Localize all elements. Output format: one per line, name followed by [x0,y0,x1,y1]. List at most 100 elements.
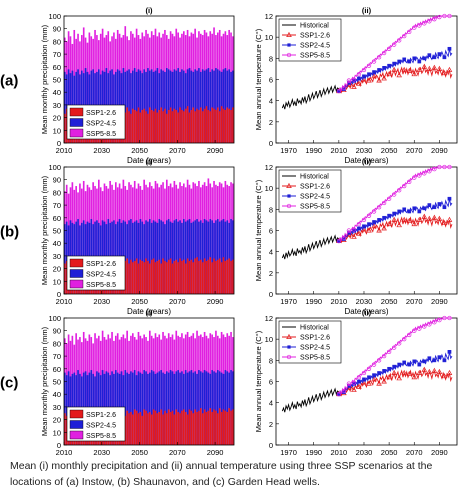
marker-square [357,379,361,384]
marker-circle [442,164,447,170]
legend-label: SSP1-2.6 [86,261,116,268]
y-tick-label: 12 [265,12,273,21]
bar-ssp2-4.5 [224,370,227,445]
bar-ssp1-2.6 [162,414,164,445]
marker-circle [381,353,387,359]
x-tick-label: 2030 [356,448,373,457]
bar-ssp1-2.6 [220,106,223,143]
marker-circle [437,14,442,20]
marker-circle [412,25,417,30]
panel-title: (ii) [362,6,372,15]
bar-ssp2-4.5 [192,221,195,294]
bar-ssp1-2.6 [130,113,132,143]
legend-swatch [69,430,84,440]
marker-square [377,68,381,72]
row-label: (b) [0,224,19,241]
y-tick-label: 10 [265,335,273,344]
bar-ssp1-2.6 [152,111,155,143]
bar-ssp2-4.5 [205,220,208,294]
y-tick-label: 0 [57,441,61,450]
bar-ssp1-2.6 [147,413,149,445]
bar-ssp1-2.6 [194,258,196,294]
marker-circle [442,13,447,19]
marker-square [427,53,432,58]
y-tick-label: 30 [53,252,61,261]
marker-circle [336,392,341,397]
marker-square [417,362,422,367]
legend-label: Historical [300,23,329,30]
bar-ssp1-2.6 [139,411,142,445]
bar-ssp1-2.6 [186,414,189,445]
bar-ssp1-2.6 [196,257,198,294]
legend-label: SSP2-4.5 [300,43,330,50]
bar-ssp1-2.6 [179,258,181,294]
y-tick-label: 0 [269,290,273,299]
line-historical [281,234,340,260]
line-historical [281,84,340,110]
legend-label: Historical [300,174,329,181]
marker-circle [336,88,341,94]
bar-ssp1-2.6 [211,411,213,445]
marker-square [437,52,442,56]
temp-panel-0: 0 2 4 6 8 10 12 1970 1990 2010 2030 2050 2070 2090 Dat… [254,6,458,165]
marker-circle [392,42,397,47]
bar-ssp2-4.5 [152,220,155,294]
bar-ssp2-4.5 [215,68,217,143]
bar-ssp2-4.5 [184,221,187,294]
marker-square [432,205,437,210]
bar-ssp2-4.5 [139,70,142,143]
marker-square [362,224,366,229]
y-tick-label: 8 [269,205,273,214]
marker-triangle [381,378,387,384]
bar-ssp2-4.5 [169,370,172,445]
bar-ssp1-2.6 [166,113,168,143]
bar-ssp1-2.6 [156,112,159,143]
legend-label: SSP1-2.6 [300,335,330,342]
bar-ssp2-4.5 [173,69,176,143]
bar-ssp1-2.6 [126,258,128,294]
panel-title: (i) [145,157,153,166]
bar-ssp2-4.5 [181,69,183,143]
bar-ssp1-2.6 [150,414,153,445]
marker-square [417,209,422,214]
bar-ssp2-4.5 [154,373,157,445]
bar-ssp1-2.6 [181,260,183,294]
x-tick-label: 2070 [169,448,186,457]
marker-circle [437,317,442,323]
bar-ssp2-4.5 [149,372,151,445]
legend-box [278,320,342,364]
bar-ssp1-2.6 [183,409,185,445]
bar-ssp2-4.5 [145,220,147,294]
bar-ssp1-2.6 [143,108,145,143]
bar-ssp1-2.6 [188,112,191,143]
marker-triangle [431,367,438,373]
bar-ssp1-2.6 [207,109,210,143]
bar-ssp2-4.5 [173,220,176,294]
y-axis-label: Mean annual temperature (C°) [254,330,263,432]
marker-circle [376,205,382,210]
line-ssp2-4.5 [338,198,453,242]
y-tick-label: 70 [53,201,61,210]
bar-ssp2-4.5 [141,73,144,143]
bar-ssp2-4.5 [194,69,196,143]
bar-ssp2-4.5 [137,222,140,294]
bar-ssp1-2.6 [133,109,136,143]
bar-ssp1-2.6 [171,410,174,445]
marker-triangle [411,374,418,380]
y-tick-label: 50 [53,227,61,236]
y-tick-label: 60 [53,63,61,72]
bar-ssp2-4.5 [64,224,66,294]
bar-ssp2-4.5 [126,70,128,143]
marker-triangle [416,369,423,375]
marker-triangle [386,71,392,77]
bar-ssp1-2.6 [232,259,234,294]
marker-square [387,213,391,218]
bar-ssp1-2.6 [205,106,208,143]
bar-ssp2-4.5 [164,224,166,294]
marker-circle [417,326,422,331]
y-tick-label: 30 [53,101,61,110]
legend-label: SSP5-8.5 [300,53,330,60]
bar-ssp1-2.6 [166,413,168,445]
